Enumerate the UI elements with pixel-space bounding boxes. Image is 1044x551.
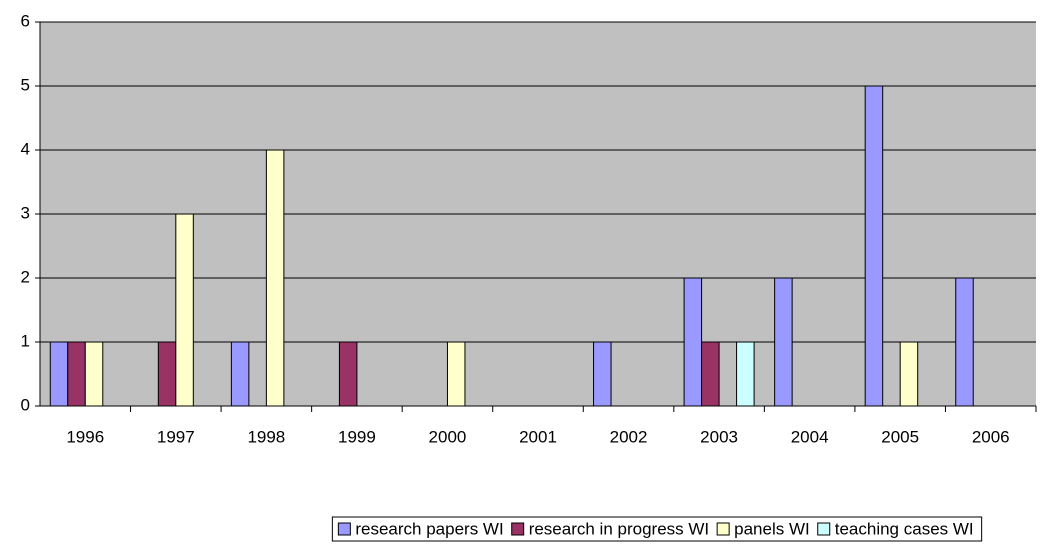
bar [899, 341, 919, 407]
bar [157, 341, 177, 407]
x-tick-label: 2004 [791, 427, 829, 446]
bar [84, 341, 104, 407]
legend-items: research papers WI research in progress W… [337, 519, 974, 538]
legend-swatch [337, 522, 351, 536]
x-tick-label: 1996 [66, 427, 104, 446]
y-tick-label: 4 [21, 139, 30, 158]
x-tick-label: 1998 [247, 427, 285, 446]
legend-label: panels WI [734, 519, 810, 538]
bar [338, 341, 358, 407]
bar [67, 341, 86, 407]
legend-label: research papers WI [355, 519, 503, 538]
x-tick-label: 2005 [881, 427, 919, 446]
bar [265, 149, 285, 407]
x-tick-label: 2000 [429, 427, 467, 446]
x-tick-label: 2002 [610, 427, 648, 446]
x-tick-label: 2001 [519, 427, 557, 446]
bar [774, 277, 793, 407]
bar [955, 277, 974, 407]
x-tick-label: 2006 [972, 427, 1010, 446]
legend-swatch [817, 522, 831, 536]
bar [701, 341, 720, 407]
legend-label: research in progress WI [529, 519, 709, 538]
x-tick-label: 2003 [700, 427, 738, 446]
bar [864, 85, 884, 407]
y-tick-label: 3 [21, 203, 30, 222]
bar [736, 341, 755, 407]
bar [683, 277, 703, 407]
bar [49, 341, 69, 407]
y-tick-label: 6 [21, 11, 30, 30]
y-tick-label: 2 [21, 267, 30, 286]
bar [175, 213, 194, 407]
y-tick-label: 0 [21, 395, 30, 414]
bar [593, 341, 612, 407]
bar [230, 341, 250, 407]
legend-swatch [511, 522, 525, 536]
x-tick-label: 1997 [157, 427, 195, 446]
legend [331, 516, 983, 542]
y-tick-label: 1 [21, 331, 30, 350]
x-tick-label: 1999 [338, 427, 376, 446]
legend-label: teaching cases WI [835, 519, 974, 538]
legend-swatch [716, 522, 730, 536]
y-tick-label: 5 [21, 75, 30, 94]
bar [446, 341, 466, 407]
